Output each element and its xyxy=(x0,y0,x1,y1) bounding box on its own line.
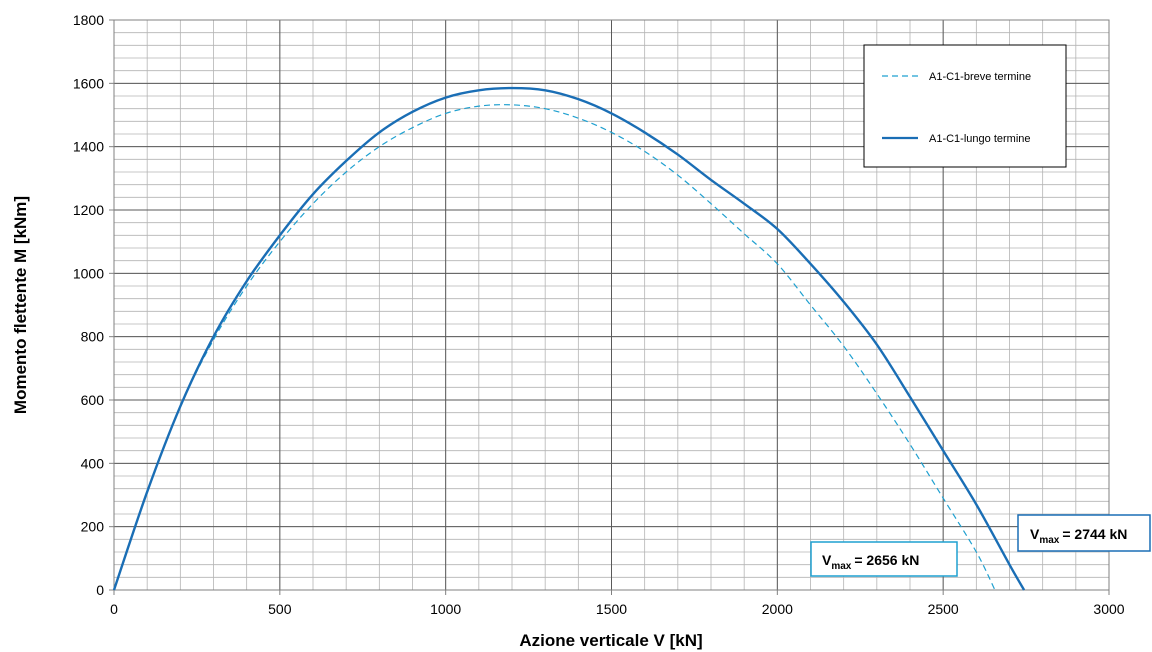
annotation-subscript: max xyxy=(831,561,851,572)
y-axis-ticks: 0 200 400 600 800 1000 1200 1400 1600 1800 xyxy=(73,12,114,598)
y-tick-label: 0 xyxy=(96,582,104,598)
y-tick-label: 600 xyxy=(81,392,105,408)
x-axis-title: Azione verticale V [kN] xyxy=(519,631,702,650)
x-axis-ticks: 0 500 1000 1500 2000 2500 3000 xyxy=(110,590,1125,617)
annotation-box xyxy=(1017,514,1151,552)
legend: A1-C1-breve termine A1-C1-lungo termine xyxy=(863,44,1067,168)
series-layer xyxy=(112,86,1026,591)
annotation-symbol: V xyxy=(822,552,832,568)
series-line-0 xyxy=(113,104,996,591)
x-tick-label: 2500 xyxy=(928,601,959,617)
x-tick-label: 3000 xyxy=(1093,601,1124,617)
x-tick-label: 500 xyxy=(268,601,292,617)
y-tick-label: 1600 xyxy=(73,75,104,91)
x-tick-label: 0 xyxy=(110,601,118,617)
y-tick-label: 1200 xyxy=(73,202,104,218)
legend-label-lungo: A1-C1-lungo termine xyxy=(929,133,1031,145)
x-tick-label: 2000 xyxy=(762,601,793,617)
y-tick-label: 1400 xyxy=(73,139,104,155)
annotation-symbol: V xyxy=(1030,526,1040,542)
legend-box xyxy=(863,44,1067,168)
series-line-1 xyxy=(112,86,1026,591)
annotation-text: Vmax = 2744 kN xyxy=(1030,526,1127,546)
annotation-vmax-lungo: Vmax = 2744 kN xyxy=(1017,514,1151,552)
x-tick-label: 1000 xyxy=(430,601,461,617)
annotation-text: Vmax = 2656 kN xyxy=(822,552,919,572)
y-tick-label: 400 xyxy=(81,455,105,471)
annotation-vmax-breve: Vmax = 2656 kN xyxy=(810,541,958,577)
y-tick-label: 200 xyxy=(81,519,105,535)
y-tick-label: 1800 xyxy=(73,12,104,28)
x-tick-label: 1500 xyxy=(596,601,627,617)
annotation-value: = 2744 kN xyxy=(1062,526,1127,542)
y-axis-title: Momento flettente M [kNm] xyxy=(11,196,30,414)
legend-label-breve: A1-C1-breve termine xyxy=(929,71,1031,83)
annotation-value: = 2656 kN xyxy=(854,552,919,568)
annotation-subscript: max xyxy=(1039,535,1059,546)
annotation-box xyxy=(810,541,958,577)
y-tick-label: 1000 xyxy=(73,265,104,281)
y-tick-label: 800 xyxy=(81,329,105,345)
